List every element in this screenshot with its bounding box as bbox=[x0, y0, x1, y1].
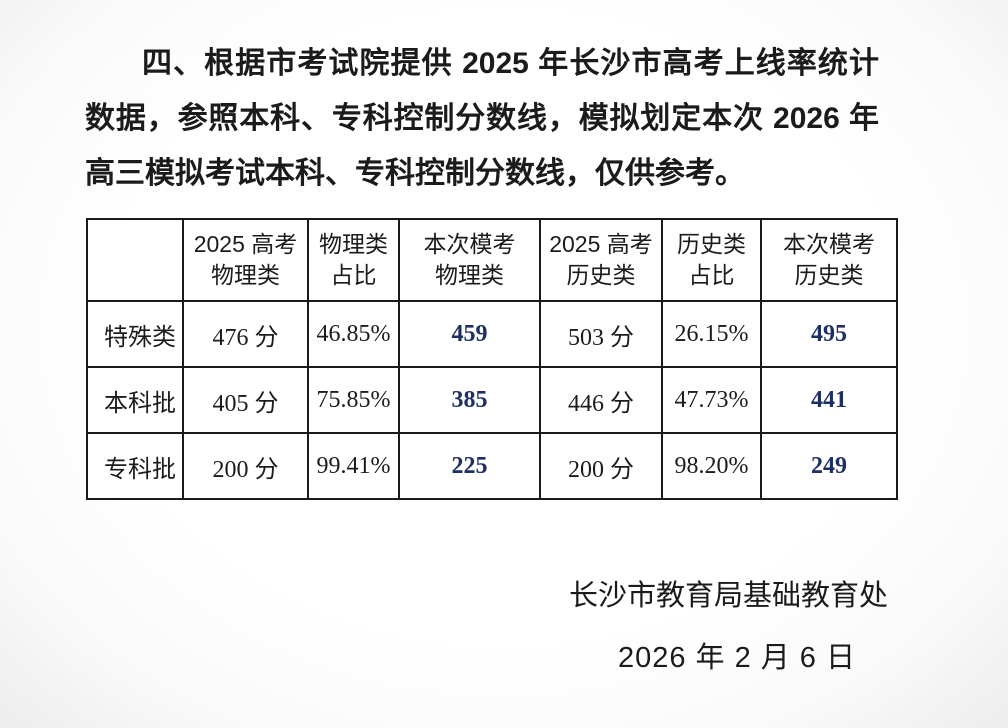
header-line: 占比 bbox=[330, 262, 377, 288]
header-line: 2025 高考 bbox=[549, 231, 653, 257]
header-line: 本次模考 bbox=[423, 231, 516, 257]
paragraph-line: 高三模拟考试本科、专科控制分数线，仅供参考。 bbox=[85, 157, 745, 190]
cell-mock-history: 441 bbox=[760, 366, 898, 434]
footer-organization: 长沙市教育局基础教育处 bbox=[568, 580, 888, 612]
header-line: 物理类 bbox=[211, 262, 280, 288]
paragraph-line: 四、根据市考试院提供 2025 年长沙市高考上线率统计 bbox=[142, 47, 879, 80]
header-line: 历史类 bbox=[677, 231, 746, 257]
header-line: 2025 高考 bbox=[193, 231, 298, 257]
row-label: 本科批 bbox=[86, 366, 184, 434]
table-row-special: 特殊类 476 分 46.85% 459 503 分 26.15% 495 bbox=[86, 300, 898, 368]
cell-physics-percentage: 99.41% bbox=[307, 432, 400, 500]
score-table: 2025 高考 物理类 物理类 占比 本次模考 物理类 2025 高考 历史类 … bbox=[86, 218, 898, 500]
cell-physics-percentage: 46.85% bbox=[307, 300, 400, 368]
header-line: 物理类 bbox=[435, 262, 504, 288]
col-header-physics-percentage: 物理类 占比 bbox=[307, 218, 400, 302]
intro-paragraph: 四、根据市考试院提供 2025 年长沙市高考上线率统计 数据，参照本科、专科控制… bbox=[85, 36, 879, 201]
header-line: 历史类 bbox=[794, 262, 864, 288]
header-line: 物理类 bbox=[319, 231, 388, 257]
cell-mock-history: 249 bbox=[760, 432, 898, 500]
cell-history-percentage: 98.20% bbox=[661, 432, 762, 500]
cell-gaokao-physics: 200 分 bbox=[182, 432, 309, 500]
col-header-mock-history: 本次模考 历史类 bbox=[760, 218, 898, 302]
cell-mock-physics: 385 bbox=[398, 366, 541, 434]
col-header-history-percentage: 历史类 占比 bbox=[661, 218, 762, 302]
table-row-zhuanke: 专科批 200 分 99.41% 225 200 分 98.20% 249 bbox=[86, 432, 898, 500]
col-header-2025-gaokao-history: 2025 高考 历史类 bbox=[539, 218, 663, 302]
header-line: 历史类 bbox=[566, 262, 636, 288]
table-row-benke: 本科批 405 分 75.85% 385 446 分 47.73% 441 bbox=[86, 366, 898, 434]
cell-mock-history: 495 bbox=[760, 300, 898, 368]
col-header-mock-physics: 本次模考 物理类 bbox=[398, 218, 541, 302]
row-label: 特殊类 bbox=[86, 300, 184, 368]
paragraph-line: 数据，参照本科、专科控制分数线，模拟划定本次 2026 年 bbox=[85, 102, 879, 135]
cell-history-percentage: 47.73% bbox=[661, 366, 762, 434]
footer-date: 2026 年 2 月 6 日 bbox=[617, 642, 856, 674]
col-header-2025-gaokao-physics: 2025 高考 物理类 bbox=[182, 218, 309, 302]
cell-physics-percentage: 75.85% bbox=[307, 366, 400, 434]
col-header-empty bbox=[86, 218, 184, 302]
table-header-row: 2025 高考 物理类 物理类 占比 本次模考 物理类 2025 高考 历史类 … bbox=[86, 218, 898, 302]
cell-gaokao-history: 503 分 bbox=[539, 300, 663, 368]
cell-gaokao-physics: 405 分 bbox=[182, 366, 309, 434]
cell-history-percentage: 26.15% bbox=[661, 300, 762, 368]
cell-gaokao-history: 200 分 bbox=[539, 432, 663, 500]
header-line: 本次模考 bbox=[783, 231, 875, 257]
row-label: 专科批 bbox=[86, 432, 184, 500]
cell-mock-physics: 459 bbox=[398, 300, 541, 368]
header-line: 占比 bbox=[688, 262, 735, 288]
cell-gaokao-physics: 476 分 bbox=[182, 300, 309, 368]
cell-mock-physics: 225 bbox=[398, 432, 541, 500]
cell-gaokao-history: 446 分 bbox=[539, 366, 663, 434]
